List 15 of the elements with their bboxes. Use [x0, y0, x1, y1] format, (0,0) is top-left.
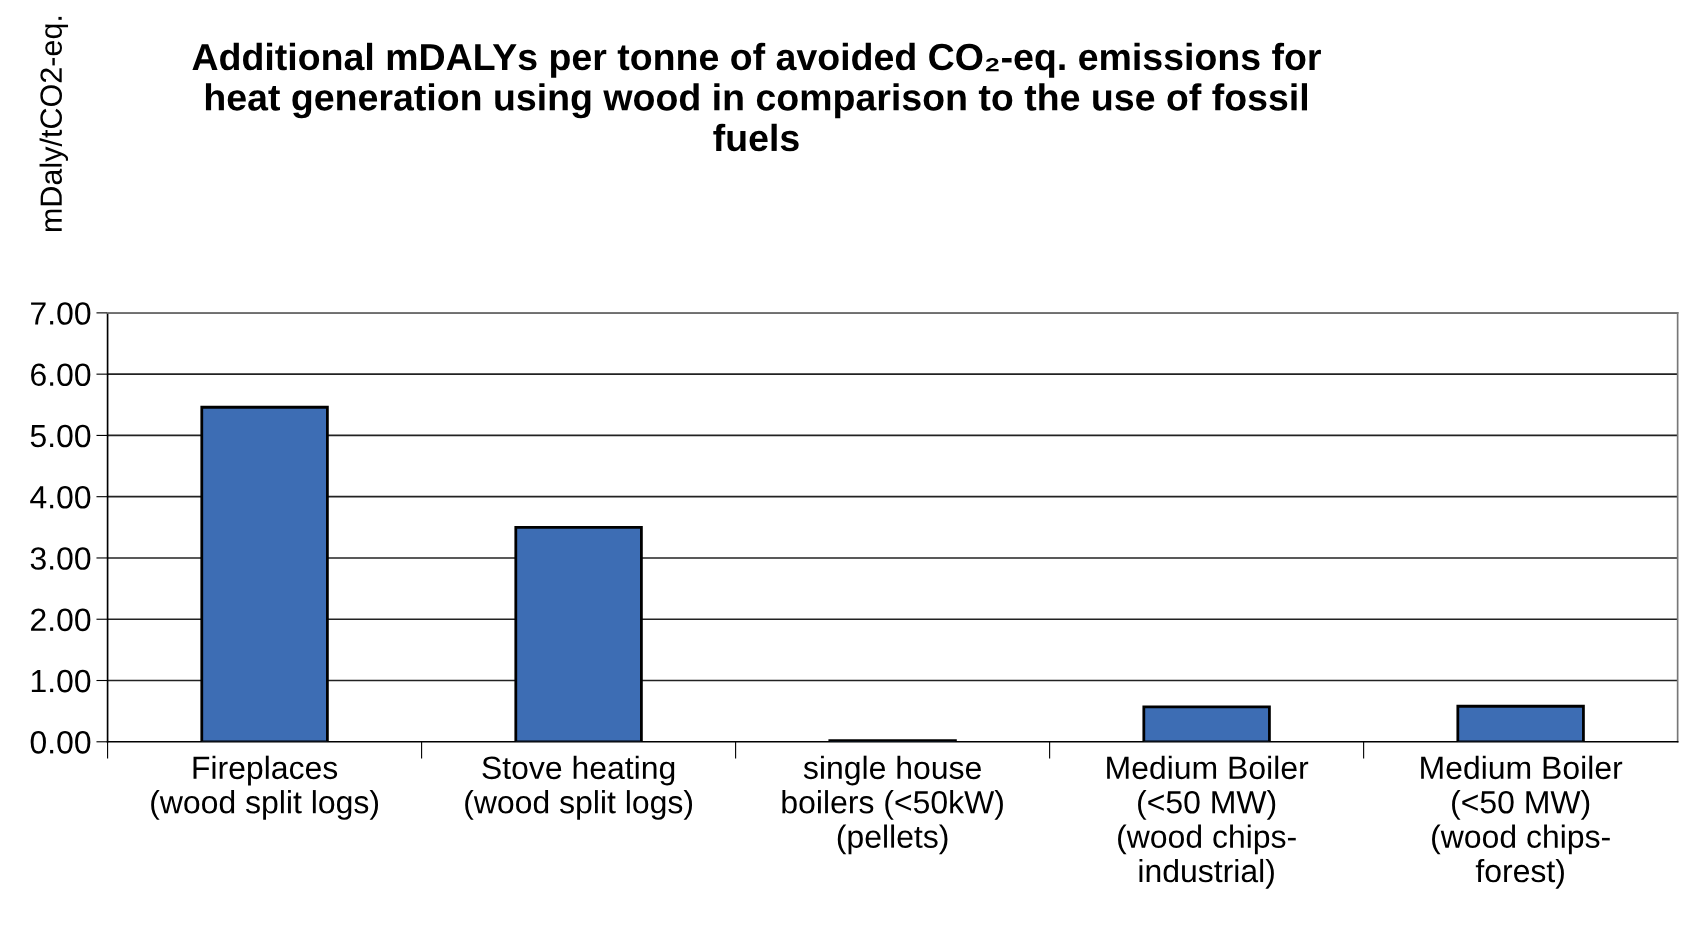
x-tick-label: Fireplaces (wood split logs) [151, 755, 379, 820]
x-tick-label: Medium Boiler (<50 MW) (wood chips- industrial) [1107, 755, 1309, 889]
x-tick-label: Stove heating (wood split logs) [465, 755, 693, 820]
y-tick-label: 0.00 [30, 731, 91, 754]
y-tick-label: 2.00 [31, 608, 91, 632]
x-tick-label: single house boilers (<50kW) (pellets) [782, 755, 1003, 855]
y-tick-label: 3.00 [30, 547, 91, 570]
y-tick-label: 4.00 [30, 485, 91, 509]
y-tick-label: 6.00 [31, 363, 91, 387]
x-tick-label: Medium Boiler (<50 MW) (wood chips- forest) [1421, 755, 1623, 889]
y-tick-label: 5.00 [30, 424, 91, 448]
y-tick-label: 7.00 [31, 302, 91, 325]
chart-title: Additional mDALYs per tonne of avoided CO₂-eq. emissions for heat generation using wood in comparison to the use of fossil fuels [192, 42, 1321, 152]
y-tick-label: 1.00 [31, 669, 91, 693]
y-axis-title: mDaly/tCO2-eq. [39, 16, 69, 232]
